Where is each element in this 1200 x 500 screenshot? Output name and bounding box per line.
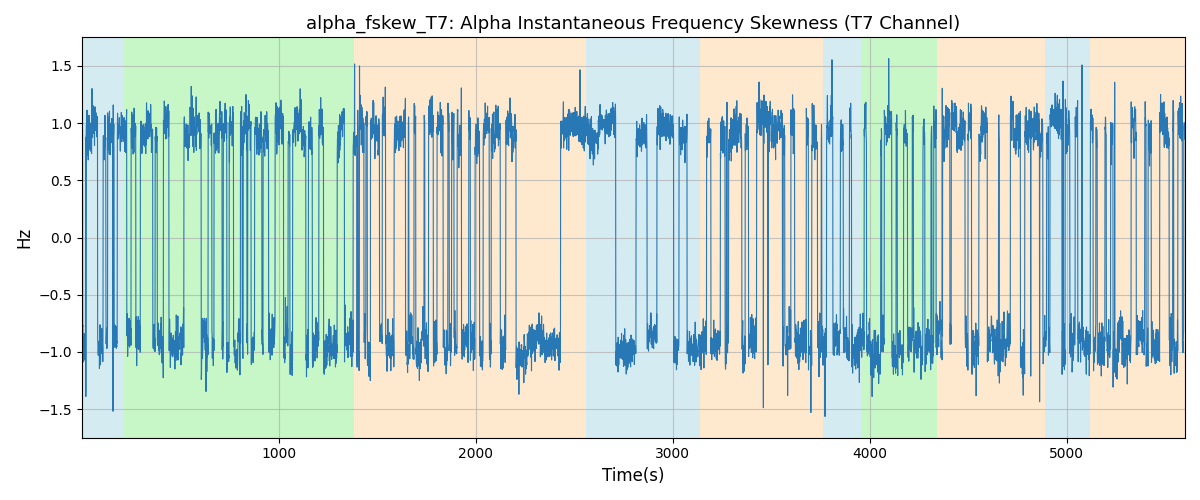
X-axis label: Time(s): Time(s) [602,467,665,485]
Bar [822,38,860,438]
Bar [1091,38,1186,438]
Bar [82,38,125,438]
Bar [701,38,822,438]
Bar [860,38,937,438]
Bar [354,38,586,438]
Bar [1045,38,1091,438]
Y-axis label: Hz: Hz [14,227,32,248]
Bar [937,38,1045,438]
Bar [586,38,701,438]
Bar [125,38,354,438]
Title: alpha_fskew_T7: Alpha Instantaneous Frequency Skewness (T7 Channel): alpha_fskew_T7: Alpha Instantaneous Freq… [306,15,960,34]
